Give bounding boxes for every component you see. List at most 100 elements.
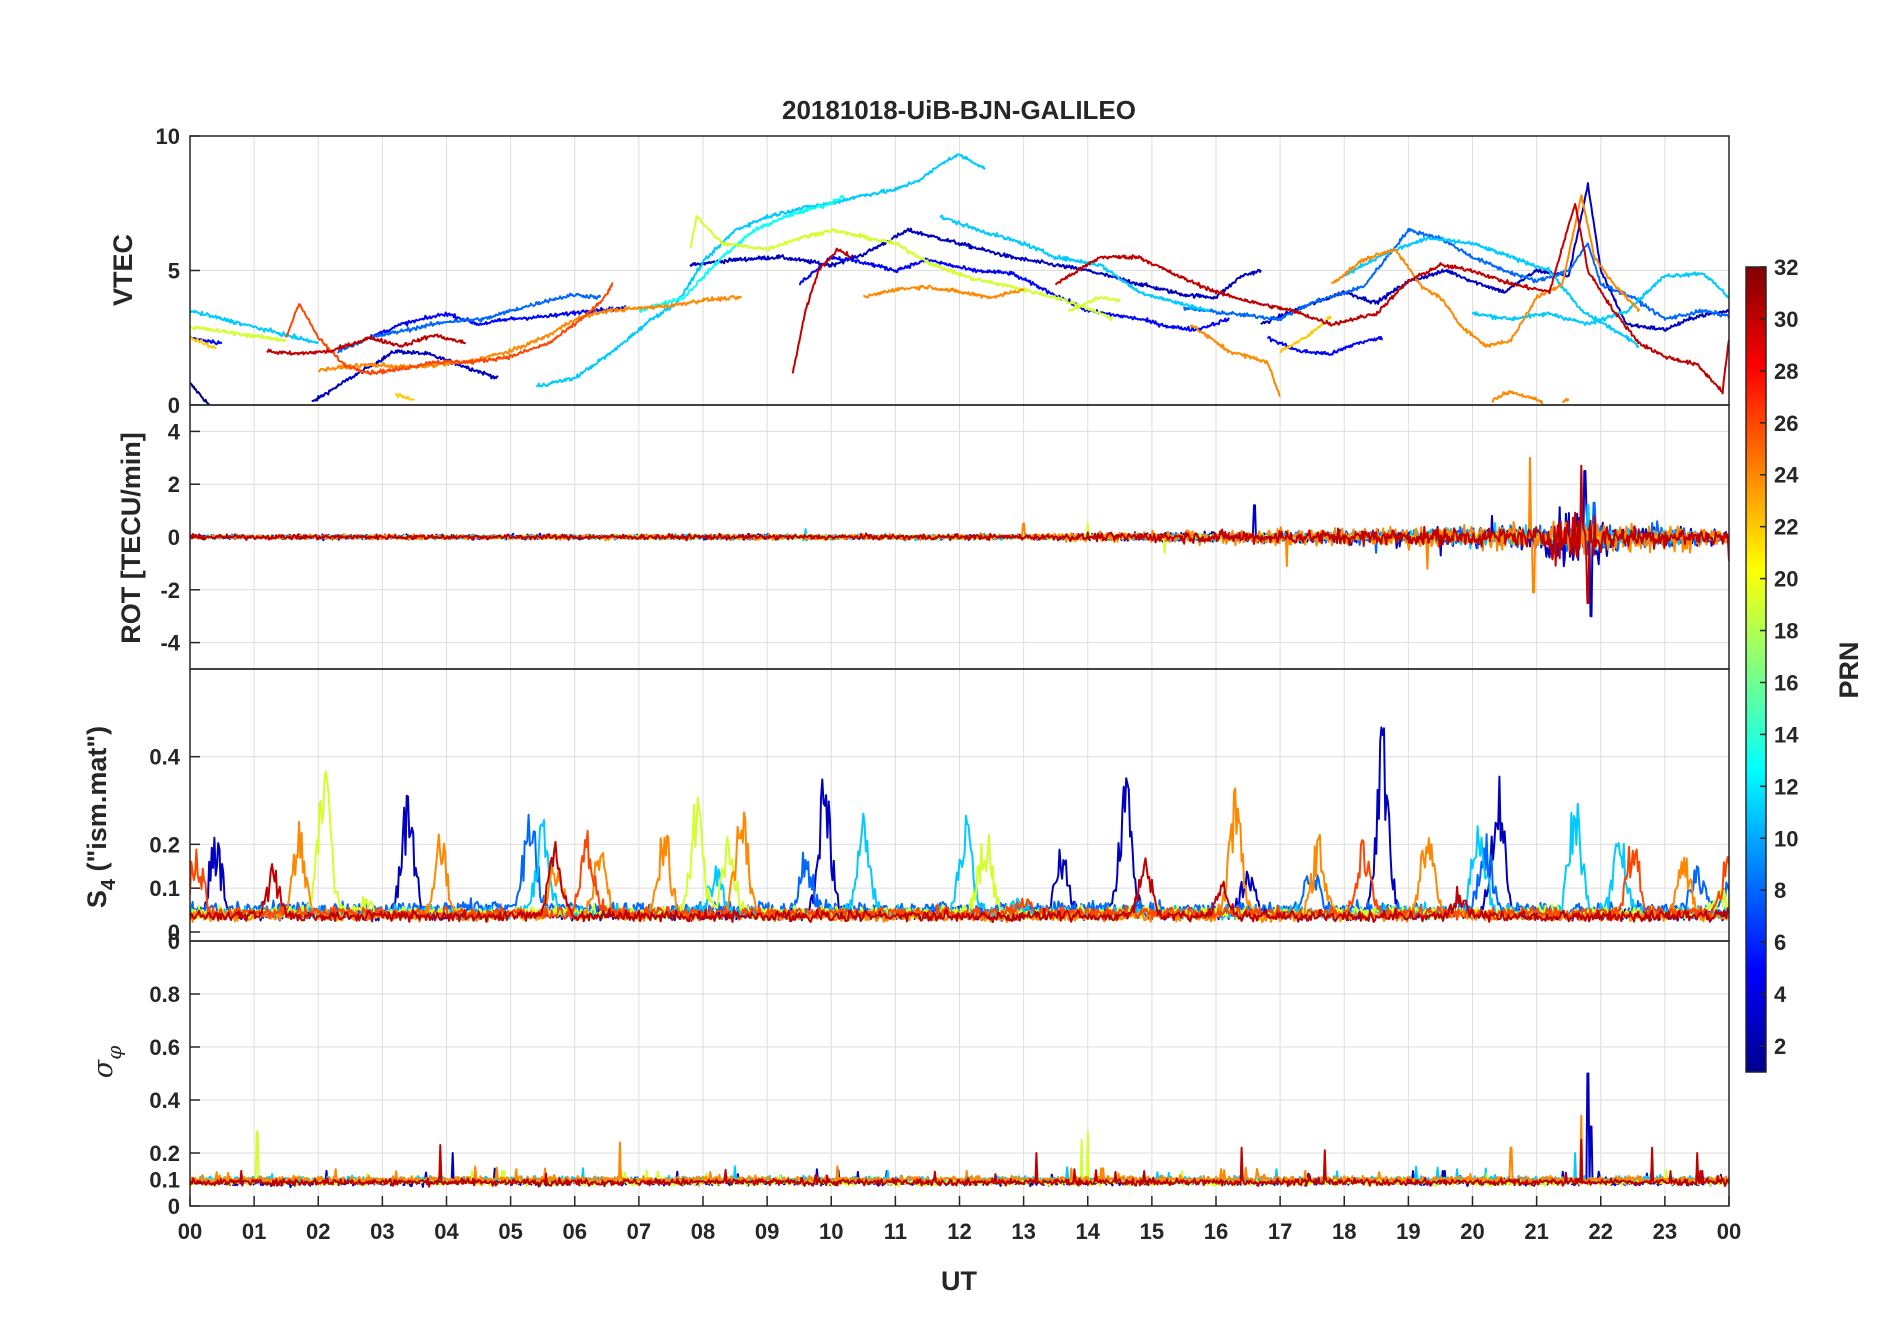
vtec-series-prn-13 <box>638 194 845 313</box>
x-tick-label: 17 <box>1268 1219 1292 1244</box>
s4-axis-title: S4 ("ism.mat") <box>82 726 120 908</box>
sigma-axis-title-sub: φ <box>102 1046 126 1060</box>
vtec-series-prn-5 <box>798 255 1230 332</box>
colorbar-tick-label: 24 <box>1774 463 1799 488</box>
vtec-series-prn-3 <box>311 349 499 403</box>
x-axis: 00 01 02 03 04 05 06 07 08 09 10 11 12 13 14 15 16 17 18 19… <box>178 1196 1741 1244</box>
vtec-series <box>190 153 1729 405</box>
x-tick-label: 12 <box>947 1219 971 1244</box>
vtec-series-prn-22 <box>190 335 217 350</box>
colorbar-tick-label: 12 <box>1774 774 1798 799</box>
colorbar-title: PRN <box>1834 641 1864 698</box>
vtec-series-prn-24 <box>863 284 1025 300</box>
vtec-series-prn-1 <box>190 381 210 405</box>
vtec-series-prn-24 <box>1491 390 1544 404</box>
x-tick-label: 08 <box>691 1219 715 1244</box>
colorbar-tick-label: 20 <box>1774 567 1798 592</box>
colorbar-tick-label: 6 <box>1774 930 1786 955</box>
vtec-ytick-label: 10 <box>156 124 180 149</box>
vtec-series-prn-24 <box>1331 194 1641 348</box>
rot-ytick-label: -4 <box>160 631 180 656</box>
vtec-series-prn-11 <box>1471 271 1729 326</box>
rot-ytick-label: 0 <box>168 525 180 550</box>
vtec-series-prn-19 <box>689 215 1115 322</box>
x-tick-label: 14 <box>1076 1219 1101 1244</box>
vtec-series-prn-24 <box>1562 398 1570 404</box>
vtec-series-prn-22 <box>394 392 415 401</box>
colorbar-tick-label: 4 <box>1774 982 1787 1007</box>
x-tick-label: 03 <box>370 1219 394 1244</box>
vtec-series-prn-22 <box>1279 315 1332 354</box>
x-tick-label: 00 <box>1717 1219 1741 1244</box>
sigma-series <box>190 1072 1729 1189</box>
s4-series-prn-30 <box>190 840 1729 923</box>
vtec-series-prn-19 <box>190 325 287 343</box>
vtec-series-prn-11 <box>190 309 320 345</box>
x-tick-label: 21 <box>1524 1219 1548 1244</box>
colorbar-tick-label: 10 <box>1774 826 1798 851</box>
x-axis-title: UT <box>941 1266 977 1296</box>
colorbar-tick-label: 2 <box>1774 1034 1786 1059</box>
s4-ytick-label: 0 <box>168 929 180 954</box>
vtec-series-prn-24 <box>1189 324 1281 398</box>
sigma-axis-title: σφ <box>88 1046 126 1078</box>
x-tick-label: 16 <box>1204 1219 1228 1244</box>
sigma-ytick-label: 0.1 <box>149 1168 180 1193</box>
x-tick-label: 15 <box>1140 1219 1164 1244</box>
x-tick-label: 10 <box>819 1219 843 1244</box>
s4-axis-title-rest: ("ism.mat") <box>82 726 112 879</box>
colorbar-tick-label: 8 <box>1774 878 1786 903</box>
chart-title: 20181018-UiB-BJN-GALILEO <box>782 95 1136 125</box>
vtec-ytick-label: 5 <box>168 259 180 284</box>
rot-axis-title: ROT [TECU/min] <box>116 432 146 643</box>
vtec-series-prn-24 <box>317 295 742 373</box>
vtec-series-prn-30 <box>266 333 466 356</box>
colorbar-tick-label: 30 <box>1774 307 1798 332</box>
s4-series-prn-8 <box>190 813 1729 918</box>
s4-ytick-label: 0 <box>168 920 180 945</box>
colorbar-gradient <box>1745 266 1767 1073</box>
vtec-series-prn-8 <box>337 292 602 354</box>
vtec-series-prn-11 <box>536 153 986 388</box>
vtec-series-prn-3 <box>689 227 1262 300</box>
vtec-series-prn-30 <box>791 247 852 374</box>
vtec-series-prn-30 <box>1054 203 1729 395</box>
x-tick-label: 22 <box>1589 1219 1613 1244</box>
x-tick-label: 13 <box>1011 1219 1035 1244</box>
rot-series <box>190 456 1729 618</box>
x-tick-label: 09 <box>755 1219 779 1244</box>
svg-text:σφ: σφ <box>88 1046 126 1078</box>
vtec-series-prn-5 <box>368 305 627 340</box>
x-tick-label: 04 <box>434 1219 459 1244</box>
sigma-ytick-label: 0.4 <box>149 1088 180 1113</box>
rot-ytick-label: 4 <box>168 419 181 444</box>
x-tick-label: 07 <box>627 1219 651 1244</box>
sigma-ytick-label: 0.6 <box>149 1035 180 1060</box>
colorbar-tick-label: 18 <box>1774 619 1798 644</box>
x-tick-label: 02 <box>306 1219 330 1244</box>
colorbar-tick-label: 32 <box>1774 255 1798 280</box>
sigma-series-prn-30 <box>190 1138 1729 1188</box>
vtec-axis-title: VTEC <box>108 234 138 306</box>
vtec-series-prn-19 <box>1067 296 1121 312</box>
x-tick-label: 05 <box>498 1219 522 1244</box>
s4-ytick-label: 0.1 <box>149 876 180 901</box>
sigma-ytick-label: 0 <box>168 1194 180 1219</box>
x-tick-label: 18 <box>1332 1219 1356 1244</box>
x-tick-label: 00 <box>178 1219 202 1244</box>
x-tick-label: 01 <box>242 1219 266 1244</box>
plot-area: 0510-4-202400.10.20.4000.10.20.40.60.800… <box>149 124 1741 1244</box>
svg-text:S4 ("ism.mat"): S4 ("ism.mat") <box>82 726 120 908</box>
sigma-axes: 00.10.2 0.4 0.6 0.8 <box>149 941 1730 1219</box>
sigma-ytick-label: 0.2 <box>149 1141 180 1166</box>
x-tick-label: 19 <box>1396 1219 1420 1244</box>
x-tick-label: 06 <box>563 1219 587 1244</box>
sigma-ytick-label: 0.8 <box>149 982 180 1007</box>
colorbar-tick-label: 14 <box>1774 722 1799 747</box>
s4-axis-title-sub: 4 <box>98 878 120 890</box>
s4-series <box>190 726 1729 924</box>
rot-series-prn-30 <box>190 464 1729 604</box>
